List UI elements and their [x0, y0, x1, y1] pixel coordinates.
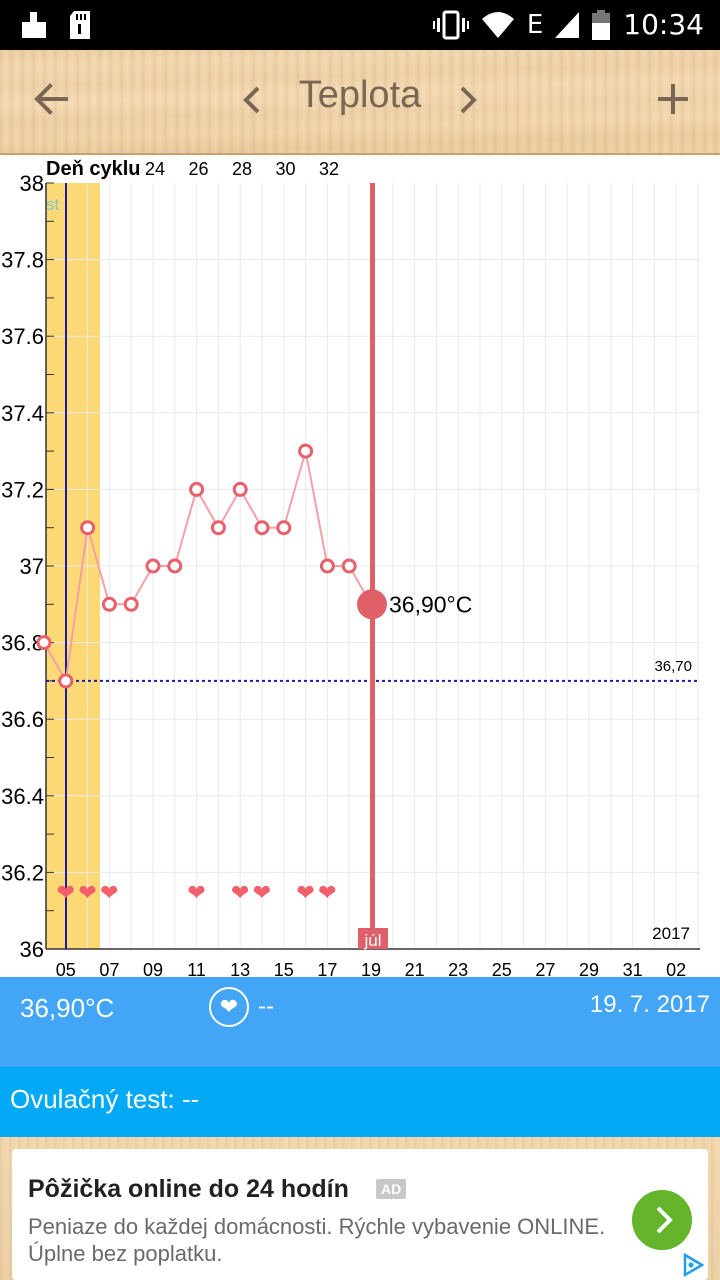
ad-go-button[interactable]: [632, 1190, 692, 1250]
ad-container: Pôžička online do 24 hodín AD Peniaze do…: [0, 1137, 720, 1280]
info-date: 19. 7. 2017: [589, 991, 710, 1018]
ovulation-test-row[interactable]: Ovulačný test: --: [0, 1067, 720, 1137]
cycle-day-tick: 24: [145, 159, 165, 179]
ad-badge: AD: [376, 1179, 407, 1199]
y-tick-label: 37: [20, 554, 44, 579]
toolbar: Teplota: [0, 50, 720, 155]
x-tick-label: 15: [274, 960, 294, 977]
wifi-icon: [481, 11, 514, 38]
temperature-line: [43, 450, 372, 684]
period-marker: st: [46, 195, 60, 214]
x-tick-label: 29: [579, 960, 599, 977]
x-tick-label: 17: [317, 960, 337, 977]
heart-icon: ❤: [253, 881, 271, 906]
heart-icon: ❤: [78, 881, 96, 906]
info-sex-value: --: [258, 993, 274, 1020]
selected-temperature-point[interactable]: [357, 589, 387, 620]
ad-description: Peniaze do každej domácnosti. Rýchle vyb…: [28, 1214, 606, 1266]
cycle-day-tick: 32: [319, 159, 339, 179]
cleaner-icon: [22, 12, 46, 38]
chevron-right-icon[interactable]: [448, 78, 488, 122]
y-tick-label: 38: [20, 171, 44, 196]
cycle-day-tick: 26: [188, 159, 208, 179]
cycle-day-tick: 28: [232, 159, 252, 179]
cycle-day-header-bg: [46, 156, 146, 182]
page-title: Teplota: [298, 74, 422, 116]
temperature-point[interactable]: [145, 558, 161, 574]
clock: 10:34: [623, 8, 704, 41]
adchoices-icon[interactable]: [680, 1252, 706, 1278]
heart-icon: ❤: [318, 881, 336, 906]
heart-icon[interactable]: ❤: [209, 987, 249, 1027]
temperature-point[interactable]: [36, 635, 52, 651]
ovulation-test-label: Ovulačný test: --: [10, 1084, 200, 1114]
heart-icon: ❤: [100, 881, 118, 906]
y-tick-label: 36.4: [1, 784, 44, 809]
x-tick-label: 31: [623, 960, 643, 977]
x-tick-label: 07: [99, 960, 119, 977]
day-info-panel[interactable]: 36,90°C ❤ -- 19. 7. 2017: [0, 977, 720, 1067]
temperature-point[interactable]: [232, 481, 248, 497]
network-type: E: [526, 9, 544, 40]
temperature-point[interactable]: [341, 558, 357, 574]
temperature-point[interactable]: [210, 520, 226, 536]
temperature-point[interactable]: [298, 443, 314, 459]
y-tick-label: 36.6: [1, 707, 44, 732]
status-bar: E 10:34: [0, 0, 720, 50]
heart-icon: ❤: [57, 881, 75, 906]
temperature-point[interactable]: [58, 673, 74, 689]
coverline-label: 36,70: [654, 658, 692, 675]
y-tick-label: 37.6: [1, 324, 44, 349]
month-label: júl: [363, 931, 381, 950]
y-tick-label: 36.2: [1, 860, 44, 885]
plus-icon[interactable]: [648, 74, 698, 124]
signal-icon: [555, 11, 580, 38]
heart-icon: ❤: [187, 881, 205, 906]
temperature-chart[interactable]: 38 37.8 37.6 37.4 37.2 37 36.8 36.6 36.4 36.2 36 0…: [0, 155, 720, 977]
temperature-point[interactable]: [80, 520, 96, 536]
info-temperature: 36,90°C: [20, 993, 115, 1023]
x-tick-label: 25: [492, 960, 512, 977]
temperature-point[interactable]: [167, 558, 183, 574]
heart-icon: ❤: [296, 881, 314, 906]
temperature-point[interactable]: [123, 596, 139, 612]
y-tick-label: 37.8: [1, 248, 44, 273]
selected-day-line: [370, 183, 375, 949]
year-label: 2017: [652, 924, 690, 943]
heart-icon: ❤: [231, 881, 249, 906]
chevron-left-icon[interactable]: [232, 78, 272, 122]
cycle-day-tick: 30: [275, 159, 295, 179]
x-tick-label: 23: [448, 960, 468, 977]
temperature-point[interactable]: [101, 596, 117, 612]
ad-title[interactable]: Pôžička online do 24 hodín: [28, 1175, 349, 1203]
temperature-point[interactable]: [189, 481, 205, 497]
selected-temperature-label: 36,90°C: [389, 591, 472, 617]
sd-card-icon: [70, 11, 90, 39]
x-tick-label: 11: [187, 960, 206, 977]
x-tick-label: 02: [666, 960, 686, 977]
y-tick-label: 36: [20, 937, 44, 962]
x-tick-label: 09: [143, 960, 163, 977]
x-tick-label: 05: [56, 960, 76, 977]
ad-card[interactable]: Pôžička online do 24 hodín AD Peniaze do…: [12, 1149, 708, 1280]
x-tick-label: 21: [405, 960, 425, 977]
y-tick-label: 37.4: [1, 401, 44, 426]
temperature-point[interactable]: [319, 558, 335, 574]
x-tick-label: 13: [230, 960, 250, 977]
temperature-point[interactable]: [276, 520, 292, 536]
battery-icon: [592, 9, 611, 40]
x-tick-label: 19: [361, 960, 381, 977]
x-tick-label: 27: [535, 960, 555, 977]
arrow-back-icon[interactable]: [26, 74, 76, 124]
month-label-bg: [358, 928, 388, 949]
vibrate-icon: [432, 10, 469, 39]
temperature-point[interactable]: [254, 520, 270, 536]
cycle-day-header: Deň cyklu: [46, 158, 140, 180]
y-tick-label: 37.2: [1, 477, 44, 502]
